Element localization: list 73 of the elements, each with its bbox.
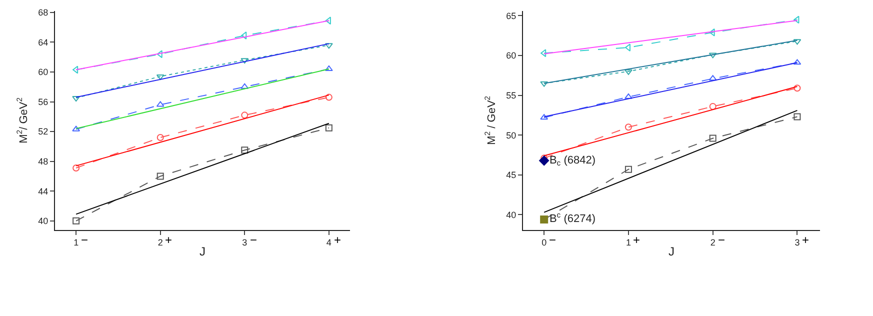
text: −: [250, 233, 258, 247]
point: [624, 166, 632, 173]
point: [240, 58, 249, 64]
point: [624, 69, 632, 75]
y-tick-label: 40: [506, 210, 516, 220]
point: [793, 39, 802, 45]
point: [539, 156, 550, 166]
series-label: B$_{c}$ (6842): [549, 154, 596, 168]
point: [624, 124, 632, 131]
x-tick-label: 3: [794, 238, 800, 248]
point: [709, 28, 715, 36]
point: [325, 94, 332, 101]
series-label: B$^{c}$ (6274): [549, 210, 596, 226]
point: [156, 50, 162, 58]
text: −: [81, 233, 88, 247]
text: −: [718, 233, 726, 247]
point: [325, 16, 331, 25]
point: [324, 43, 333, 49]
point: [156, 172, 164, 180]
y-tick-label: 44: [38, 186, 48, 196]
point: [709, 134, 716, 142]
y-tick-label: 55: [506, 90, 516, 100]
point: [72, 164, 80, 172]
text: +: [334, 233, 342, 247]
point: [624, 44, 630, 52]
y-tick-label: 56: [38, 96, 48, 107]
point: [540, 114, 548, 120]
point: [241, 112, 248, 119]
x-tick-label: 0: [542, 238, 547, 248]
point: [241, 32, 247, 40]
text: +: [802, 233, 810, 247]
point: [72, 96, 80, 102]
y-tick-label: 60: [38, 67, 48, 78]
point: [793, 59, 802, 65]
point: [72, 126, 80, 132]
point: [156, 134, 164, 141]
point: [325, 124, 332, 132]
point: [540, 81, 548, 87]
point: [794, 84, 801, 92]
text: +: [633, 233, 640, 247]
x-tick-label: 1: [626, 238, 631, 248]
y-tick-label: 60: [506, 50, 516, 61]
y-tick-label: 64: [38, 37, 48, 48]
point: [156, 74, 164, 80]
y-tick-label: 50: [506, 130, 516, 140]
x-tick-label: 1: [74, 238, 79, 248]
y-tick-label: 40: [38, 216, 48, 226]
point: [540, 49, 546, 58]
x-tick-label: 2: [710, 238, 716, 248]
y-tick-label: 68: [38, 8, 48, 18]
point: [241, 146, 248, 154]
y-tick-label: 65: [506, 10, 516, 21]
y-tick-label: 52: [38, 126, 48, 137]
text: −: [549, 233, 556, 247]
x-tick-label: 2: [158, 238, 163, 248]
point: [324, 66, 333, 72]
x-tick-label: 3: [242, 238, 248, 248]
point: [624, 93, 632, 99]
point: [794, 16, 800, 24]
y-tick-label: 48: [38, 156, 48, 166]
point: [794, 113, 801, 120]
x-tick-label: 4: [326, 238, 332, 248]
point: [708, 52, 717, 58]
point: [72, 217, 80, 224]
point: [708, 75, 717, 81]
point: [240, 83, 249, 89]
y-tick-label: 45: [506, 170, 516, 180]
point: [72, 66, 78, 74]
point: [156, 101, 164, 107]
point: [709, 102, 716, 110]
x-axis-title: J: [668, 244, 674, 259]
text: +: [165, 233, 172, 247]
x-axis-title: J: [200, 244, 206, 259]
